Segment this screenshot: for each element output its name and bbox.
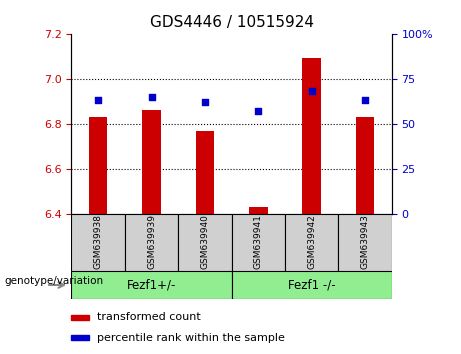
Text: GSM639939: GSM639939 bbox=[147, 214, 156, 269]
Bar bbox=[71, 214, 125, 271]
Bar bbox=[356, 117, 374, 214]
Bar bbox=[178, 214, 231, 271]
Point bbox=[361, 98, 369, 103]
Text: Fezf1+/-: Fezf1+/- bbox=[127, 279, 176, 291]
Text: Fezf1 -/-: Fezf1 -/- bbox=[288, 279, 336, 291]
Bar bbox=[231, 214, 285, 271]
Point bbox=[254, 108, 262, 114]
Point bbox=[201, 99, 209, 105]
Text: transformed count: transformed count bbox=[97, 312, 201, 322]
Text: GSM639941: GSM639941 bbox=[254, 214, 263, 269]
Bar bbox=[125, 214, 178, 271]
Text: genotype/variation: genotype/variation bbox=[5, 276, 104, 286]
Bar bbox=[231, 271, 392, 299]
Bar bbox=[71, 271, 231, 299]
Point bbox=[148, 94, 155, 99]
Bar bbox=[71, 315, 89, 320]
Bar bbox=[249, 207, 268, 214]
Text: GSM639943: GSM639943 bbox=[361, 214, 370, 269]
Bar bbox=[71, 335, 89, 340]
Point bbox=[95, 98, 102, 103]
Text: GSM639942: GSM639942 bbox=[307, 214, 316, 269]
Bar bbox=[285, 214, 338, 271]
Text: GSM639940: GSM639940 bbox=[201, 214, 209, 269]
Title: GDS4446 / 10515924: GDS4446 / 10515924 bbox=[150, 15, 313, 30]
Bar bbox=[195, 131, 214, 214]
Bar bbox=[338, 214, 392, 271]
Text: GSM639938: GSM639938 bbox=[94, 214, 103, 269]
Bar bbox=[142, 110, 161, 214]
Text: percentile rank within the sample: percentile rank within the sample bbox=[97, 332, 285, 343]
Bar bbox=[302, 58, 321, 214]
Bar bbox=[89, 117, 107, 214]
Point bbox=[308, 88, 315, 94]
